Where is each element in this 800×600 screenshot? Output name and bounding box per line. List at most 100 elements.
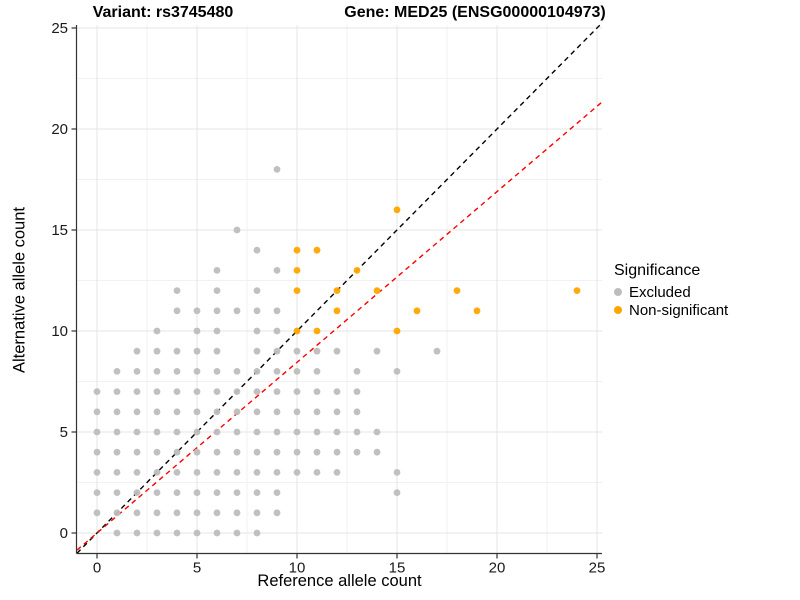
data-point-non-significant (293, 327, 301, 335)
data-point-non-significant (373, 287, 381, 294)
data-point-excluded (113, 388, 121, 395)
data-point-non-significant (573, 287, 581, 294)
data-point-excluded (113, 529, 121, 537)
x-tick-label: 15 (389, 560, 406, 577)
data-point-excluded (273, 307, 281, 315)
data-point-excluded (273, 509, 281, 517)
data-point-excluded (113, 408, 121, 416)
data-point-excluded (133, 448, 141, 456)
data-point-non-significant (293, 246, 301, 254)
data-point-excluded (313, 388, 321, 395)
data-point-excluded (193, 489, 201, 496)
data-point-excluded (373, 347, 381, 355)
data-point-excluded (233, 529, 241, 537)
data-point-excluded (273, 267, 281, 274)
data-point-excluded (173, 448, 181, 456)
data-point-excluded (293, 388, 301, 395)
data-point-excluded (193, 307, 201, 315)
data-point-excluded (133, 368, 141, 375)
legend-item-excluded: Excluded (614, 283, 728, 301)
gene-title: Gene: MED25 (ENSG00000104973) (344, 4, 606, 21)
data-point-excluded (233, 408, 241, 416)
data-point-excluded (333, 347, 341, 355)
y-tick-label: 0 (60, 525, 68, 542)
data-point-excluded (273, 166, 281, 173)
data-point-excluded (173, 347, 181, 355)
data-point-excluded (253, 368, 261, 375)
data-point-excluded (393, 489, 401, 496)
variant-title: Variant: rs3745480 (92, 4, 234, 21)
expected-ratio-line (76, 101, 603, 551)
data-point-excluded (133, 388, 141, 395)
data-point-excluded (213, 327, 221, 335)
data-point-excluded (133, 408, 141, 416)
data-point-excluded (193, 408, 201, 416)
data-point-non-significant (473, 307, 481, 315)
data-point-excluded (93, 408, 101, 416)
data-point-non-significant (393, 327, 401, 335)
data-point-excluded (133, 428, 141, 436)
legend-label-non-significant: Non-significant (629, 301, 729, 319)
data-point-excluded (353, 448, 361, 456)
y-tick-label: 10 (51, 323, 68, 340)
data-point-excluded (173, 307, 181, 315)
data-point-excluded (213, 509, 221, 517)
data-point-excluded (273, 428, 281, 436)
data-point-excluded (293, 368, 301, 375)
x-axis-title: Reference allele count (257, 572, 422, 590)
data-point-excluded (253, 489, 261, 496)
data-point-excluded (353, 428, 361, 436)
data-point-excluded (253, 408, 261, 416)
data-point-excluded (213, 408, 221, 416)
x-tick-label: 0 (93, 560, 101, 577)
data-point-excluded (293, 469, 301, 476)
data-point-excluded (173, 428, 181, 436)
data-point-excluded (393, 368, 401, 375)
data-point-excluded (233, 509, 241, 517)
data-point-excluded (333, 448, 341, 456)
data-point-excluded (213, 489, 221, 496)
data-point-excluded (133, 529, 141, 537)
y-tick-label: 5 (60, 424, 68, 441)
data-point-excluded (153, 428, 161, 436)
excluded-dot-icon (614, 288, 622, 296)
data-point-excluded (253, 448, 261, 456)
legend-title: Significance (614, 262, 701, 279)
data-point-excluded (313, 347, 321, 355)
data-point-excluded (293, 448, 301, 456)
data-point-excluded (193, 529, 201, 537)
data-point-excluded (153, 388, 161, 395)
data-point-excluded (153, 529, 161, 537)
data-point-non-significant (393, 206, 401, 214)
data-point-excluded (233, 226, 241, 234)
data-point-excluded (253, 529, 261, 537)
data-point-excluded (393, 469, 401, 476)
x-tick-label: 20 (489, 560, 506, 577)
data-point-excluded (213, 287, 221, 294)
y-tick-label: 20 (51, 121, 68, 138)
data-point-excluded (193, 469, 201, 476)
data-point-excluded (153, 448, 161, 456)
data-point-non-significant (333, 287, 341, 294)
data-point-excluded (193, 388, 201, 395)
data-point-excluded (273, 327, 281, 335)
data-point-non-significant (313, 246, 321, 254)
data-point-excluded (133, 347, 141, 355)
data-point-excluded (253, 388, 261, 395)
data-point-non-significant (413, 307, 421, 315)
data-point-excluded (433, 347, 441, 355)
data-point-excluded (173, 529, 181, 537)
data-point-excluded (273, 408, 281, 416)
data-point-excluded (93, 469, 101, 476)
data-point-excluded (93, 448, 101, 456)
data-point-excluded (153, 469, 161, 476)
data-point-excluded (113, 428, 121, 436)
x-tick-label: 5 (193, 560, 201, 577)
data-point-excluded (313, 408, 321, 416)
x-tick-label: 25 (589, 560, 606, 577)
data-point-excluded (213, 469, 221, 476)
data-point-excluded (253, 327, 261, 335)
data-point-excluded (133, 469, 141, 476)
data-point-excluded (253, 469, 261, 476)
